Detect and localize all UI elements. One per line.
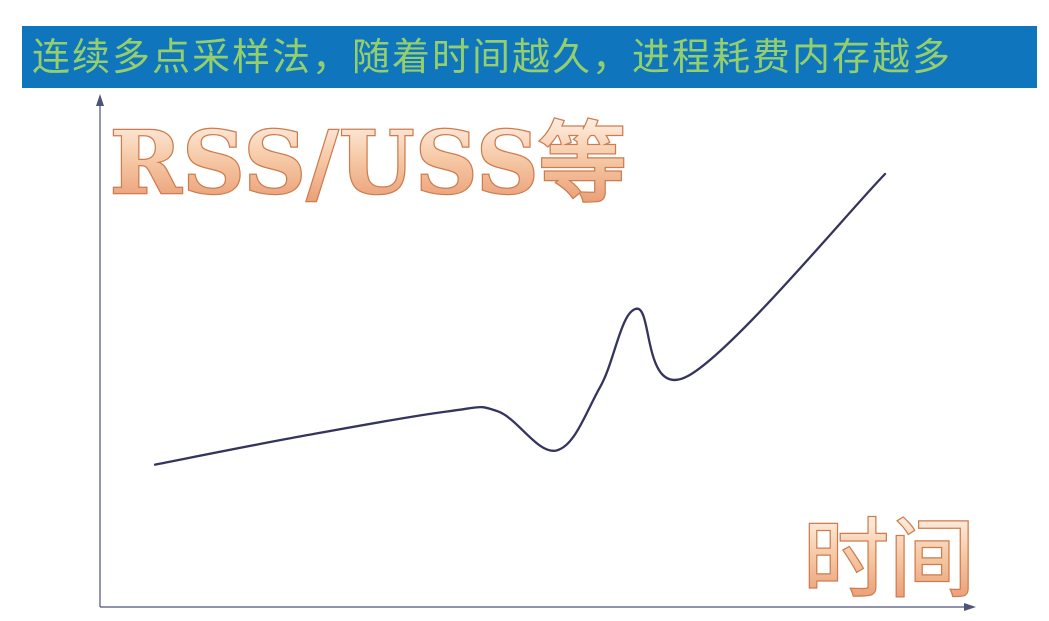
y-axis: [96, 94, 104, 607]
series-layer: [153, 172, 887, 466]
x-axis: [100, 603, 976, 611]
y-axis-arrow: [96, 94, 104, 106]
title-banner: 连续多点采样法，随着时间越久，进程耗费内存越多: [22, 26, 1037, 88]
series-line-0: [153, 172, 887, 466]
page-title: 连续多点采样法，随着时间越久，进程耗费内存越多: [32, 35, 953, 79]
x-axis-arrow: [964, 603, 976, 611]
y-axis-label: RSS/USS等: [110, 113, 627, 214]
x-axis-label: 时间: [803, 510, 975, 610]
